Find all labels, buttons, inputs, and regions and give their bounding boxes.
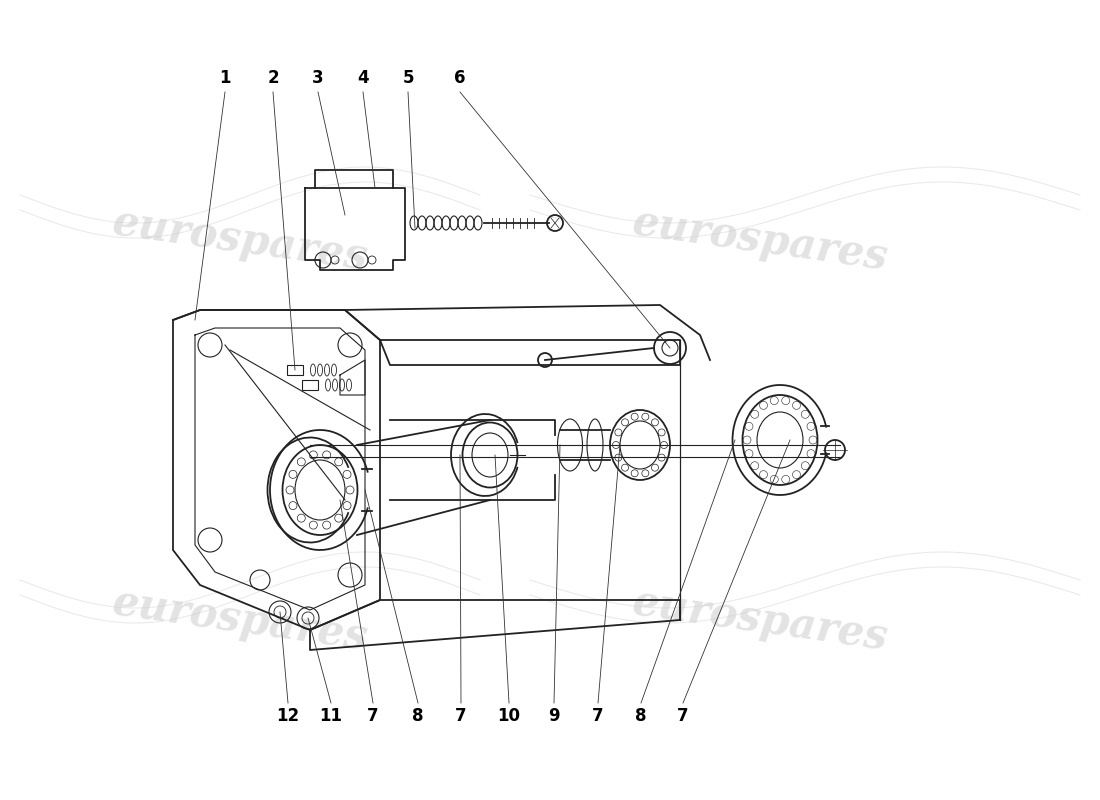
Text: 7: 7 (678, 707, 689, 725)
Text: 4: 4 (358, 69, 368, 87)
Text: 5: 5 (403, 69, 414, 87)
Text: eurospares: eurospares (110, 582, 371, 658)
Text: 11: 11 (319, 707, 342, 725)
Text: eurospares: eurospares (110, 202, 371, 278)
Bar (287, 365, 303, 375)
Text: 9: 9 (548, 707, 560, 725)
Text: 7: 7 (455, 707, 466, 725)
Text: 8: 8 (412, 707, 424, 725)
Text: 8: 8 (636, 707, 647, 725)
Text: 6: 6 (454, 69, 465, 87)
Text: 1: 1 (219, 69, 231, 87)
Text: 10: 10 (497, 707, 520, 725)
Text: 12: 12 (276, 707, 299, 725)
Bar (302, 380, 318, 390)
Text: 7: 7 (592, 707, 604, 725)
Text: 7: 7 (367, 707, 378, 725)
Text: eurospares: eurospares (629, 582, 891, 658)
Text: 2: 2 (267, 69, 278, 87)
Text: eurospares: eurospares (629, 202, 891, 278)
Text: 3: 3 (312, 69, 323, 87)
